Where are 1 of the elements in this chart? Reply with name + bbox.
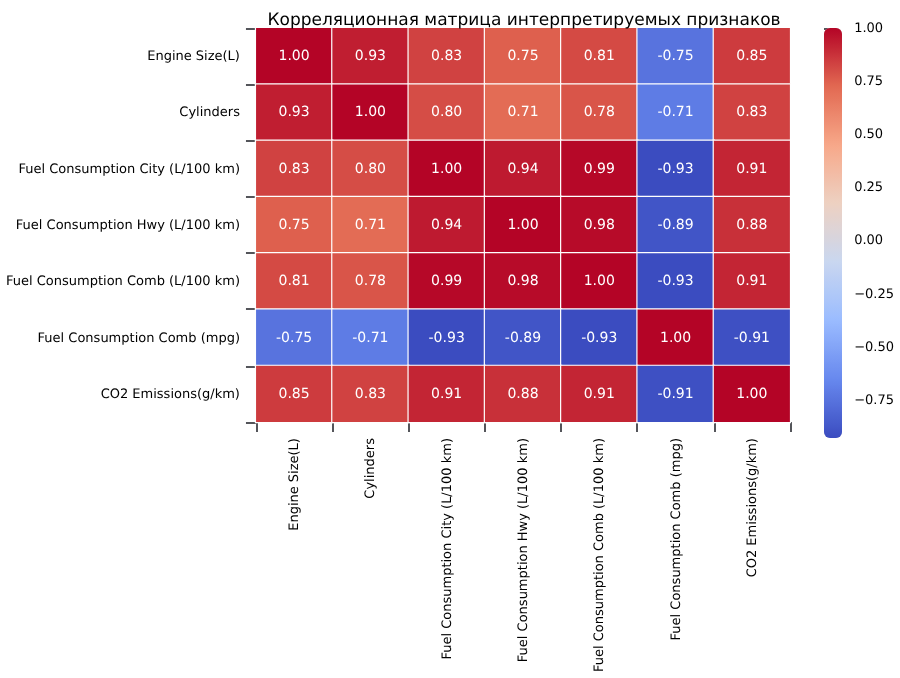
chart-title: Корреляционная матрица интерпретируемых признаков [267,11,781,31]
